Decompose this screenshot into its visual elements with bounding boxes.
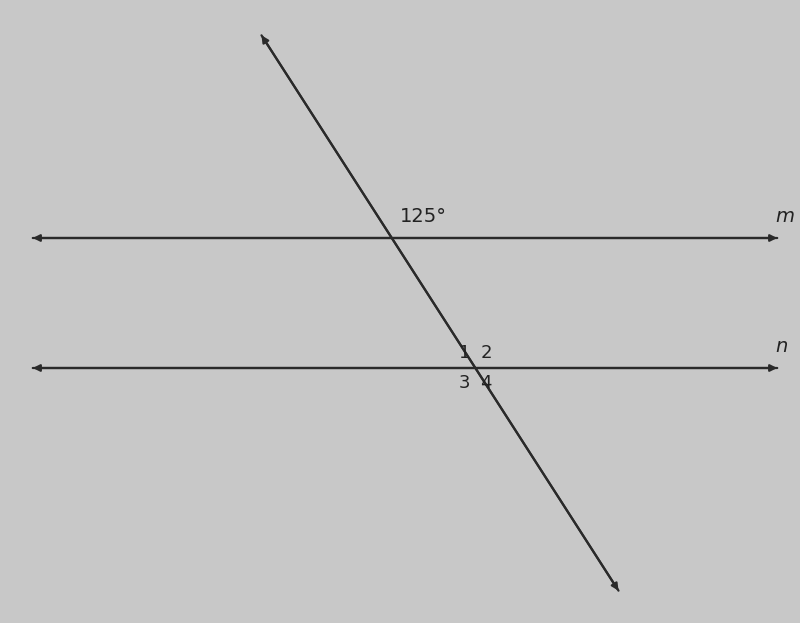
Text: 2: 2 bbox=[480, 344, 492, 362]
Text: m: m bbox=[775, 207, 794, 226]
Text: 1: 1 bbox=[459, 344, 470, 362]
Text: 125°: 125° bbox=[400, 207, 446, 226]
Text: n: n bbox=[775, 337, 787, 356]
Text: 3: 3 bbox=[459, 374, 470, 392]
Text: 4: 4 bbox=[480, 374, 492, 392]
